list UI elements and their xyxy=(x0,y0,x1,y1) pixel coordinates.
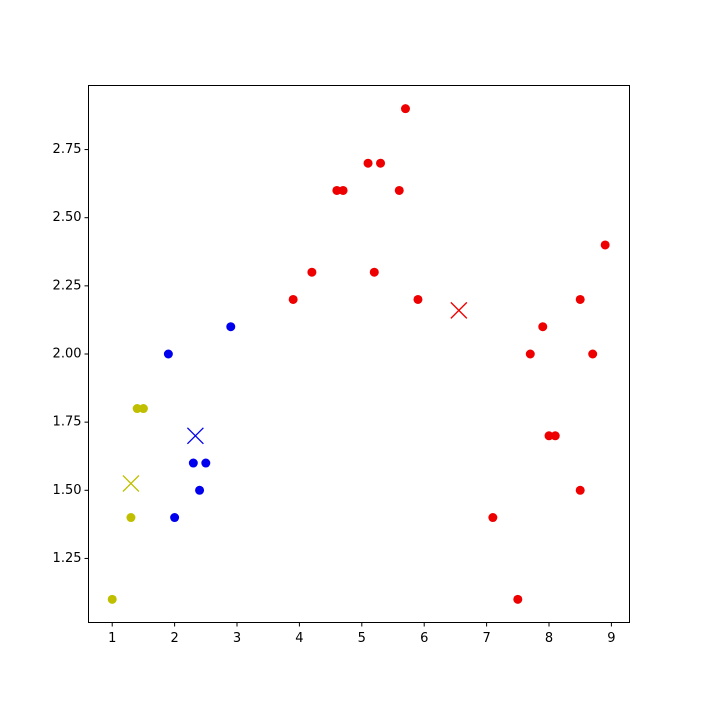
point xyxy=(488,513,498,523)
point xyxy=(550,431,560,441)
point xyxy=(126,513,136,523)
y-tick-label: 1.75 xyxy=(53,415,82,430)
point xyxy=(400,104,410,114)
x-tick-label: 6 xyxy=(420,631,428,646)
point xyxy=(226,322,236,332)
point xyxy=(394,185,404,195)
point xyxy=(163,349,173,359)
centroid-stroke xyxy=(450,301,468,319)
centroid-marker xyxy=(122,475,140,492)
point xyxy=(188,458,198,468)
centroid-marker xyxy=(186,427,204,445)
y-tick-label: 2.25 xyxy=(53,278,82,293)
centroid-marker xyxy=(450,301,468,319)
point xyxy=(544,431,554,441)
point xyxy=(513,594,523,604)
point xyxy=(132,404,142,414)
y-tick-label: 1.50 xyxy=(53,483,82,498)
point xyxy=(338,185,348,195)
point xyxy=(138,404,148,414)
x-tick-label: 2 xyxy=(170,631,178,646)
point xyxy=(600,240,610,250)
point xyxy=(201,458,211,468)
point xyxy=(575,294,585,304)
centroid-stroke xyxy=(122,475,140,492)
x-tick-label: 5 xyxy=(358,631,366,646)
centroid-stroke xyxy=(186,427,204,445)
y-tick-label: 1.25 xyxy=(53,551,82,566)
x-tick-label: 4 xyxy=(295,631,303,646)
point xyxy=(107,594,117,604)
x-tick-label: 7 xyxy=(482,631,490,646)
y-tick-label: 2.00 xyxy=(53,347,82,362)
point xyxy=(288,294,298,304)
x-tick-label: 3 xyxy=(233,631,241,646)
point xyxy=(525,349,535,359)
point xyxy=(195,485,205,495)
point xyxy=(588,349,598,359)
x-tick-label: 1 xyxy=(108,631,116,646)
point xyxy=(307,267,317,277)
point xyxy=(376,158,386,168)
point xyxy=(538,322,548,332)
point xyxy=(363,158,373,168)
point xyxy=(369,267,379,277)
y-tick-label: 2.50 xyxy=(53,210,82,225)
point xyxy=(413,294,423,304)
x-tick-label: 9 xyxy=(607,631,615,646)
point xyxy=(170,513,180,523)
y-tick-label: 2.75 xyxy=(53,142,82,157)
point xyxy=(575,485,585,495)
x-tick-label: 8 xyxy=(545,631,553,646)
point xyxy=(332,185,342,195)
